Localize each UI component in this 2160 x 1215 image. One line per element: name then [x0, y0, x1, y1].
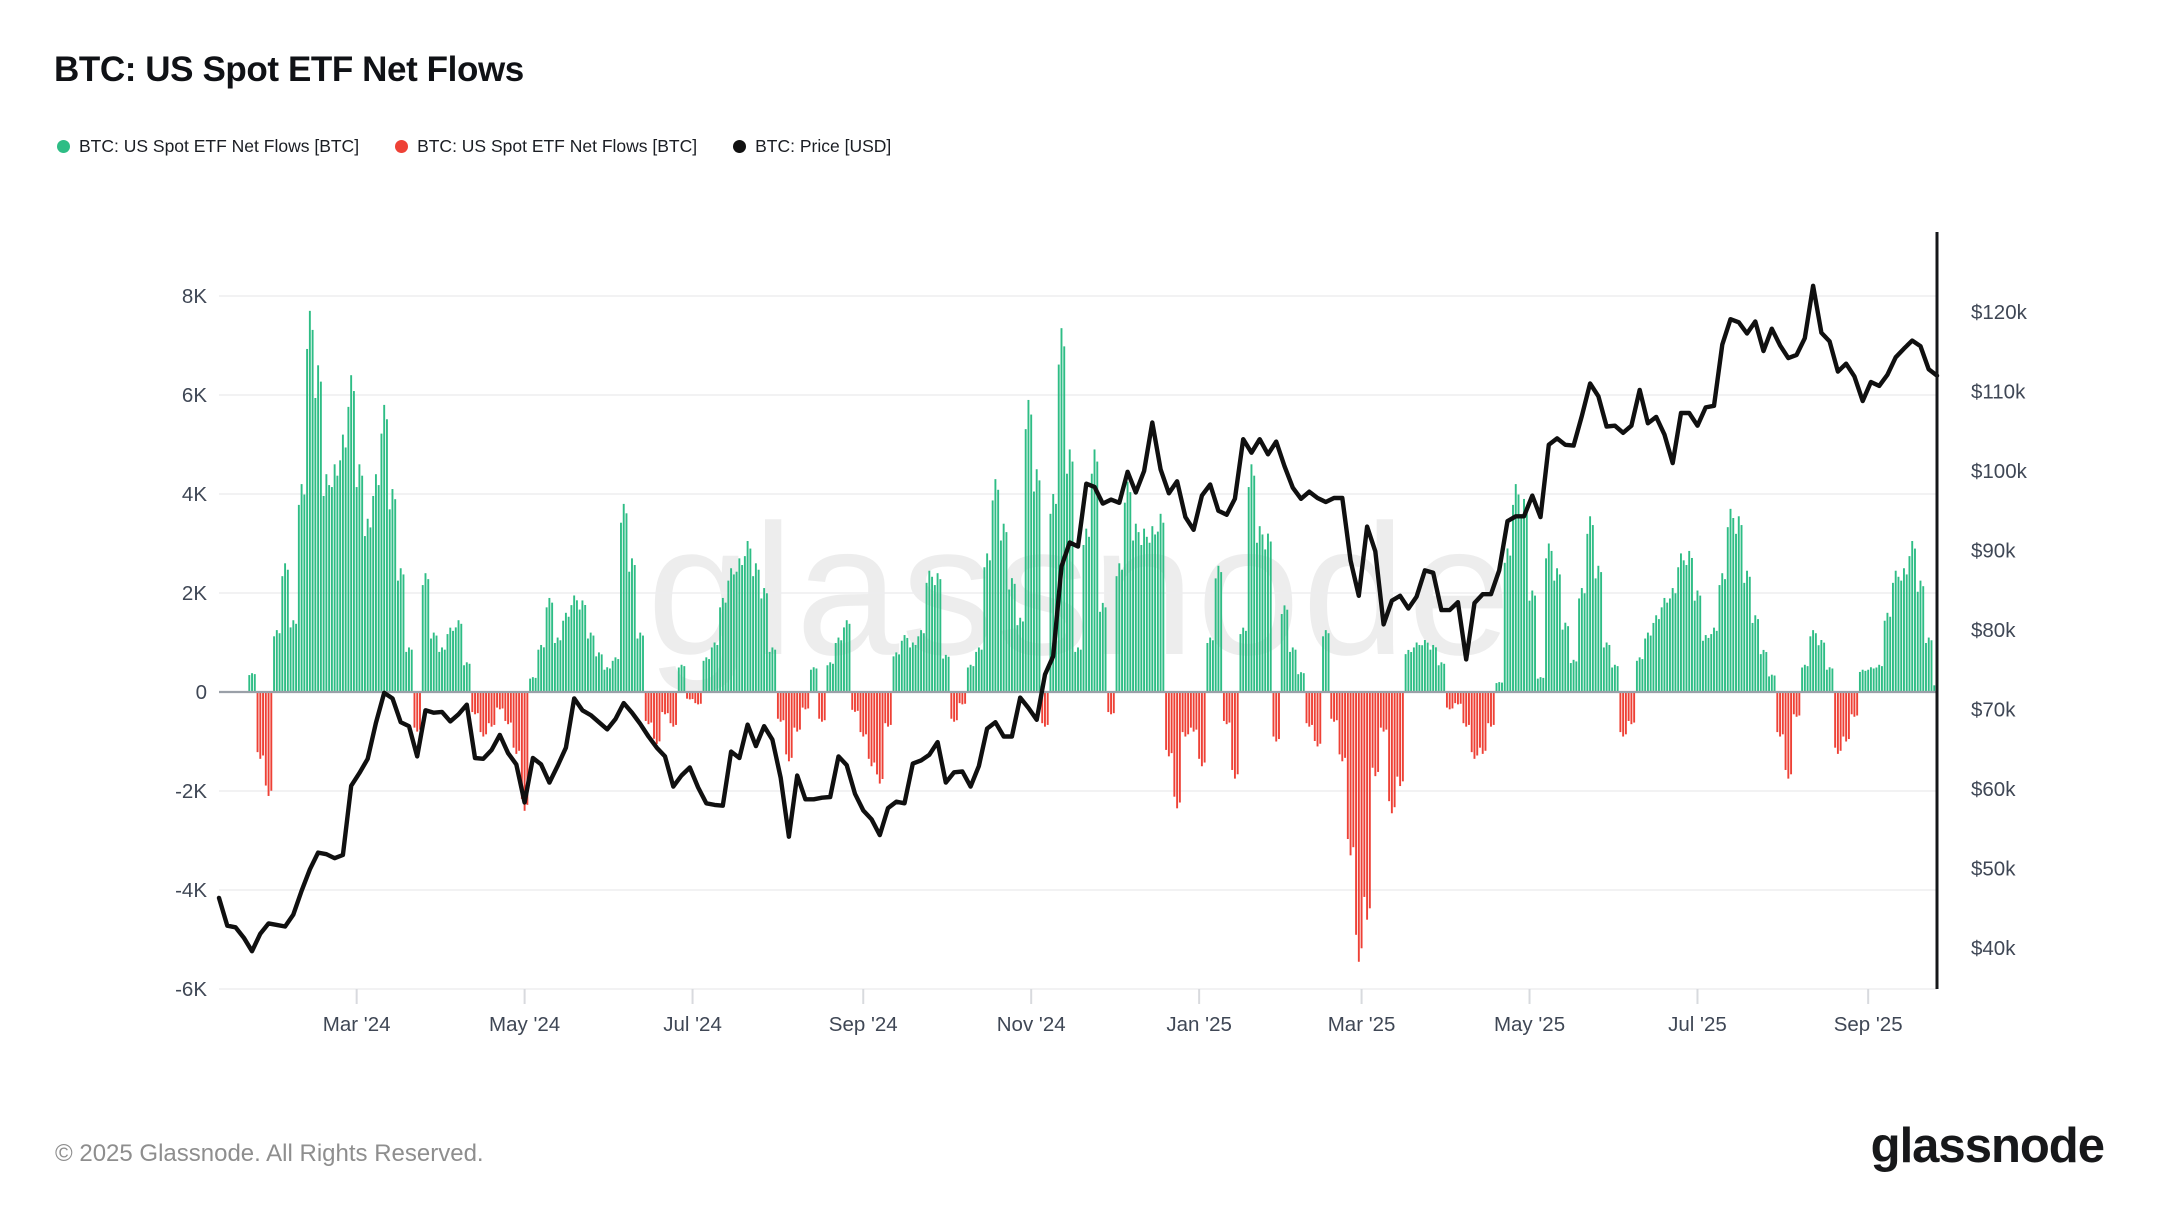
svg-text:$120k: $120k	[1971, 301, 2028, 324]
svg-text:0: 0	[196, 681, 207, 704]
svg-text:$70k: $70k	[1971, 699, 2016, 722]
svg-text:Sep '24: Sep '24	[829, 1013, 898, 1036]
left-axis-labels: 8K 6K 4K 2K 0 -2K -4K -6K	[175, 285, 207, 1001]
svg-text:-2K: -2K	[175, 780, 207, 803]
chart-legend: BTC: US Spot ETF Net Flows [BTC] BTC: US…	[57, 136, 891, 157]
x-axis-labels: Mar '24 May '24 Jul '24 Sep '24 Nov '24 Jan '…	[323, 1013, 1903, 1036]
svg-text:-6K: -6K	[175, 978, 207, 1001]
legend-item-price[interactable]: BTC: Price [USD]	[733, 136, 891, 157]
svg-text:4K: 4K	[182, 483, 207, 506]
x-axis-ticks	[355, 989, 1870, 1004]
copyright-text: © 2025 Glassnode. All Rights Reserved.	[55, 1140, 484, 1167]
svg-text:2K: 2K	[182, 582, 207, 605]
svg-text:$80k: $80k	[1971, 619, 2016, 642]
svg-text:$90k: $90k	[1971, 540, 2016, 563]
svg-text:May '25: May '25	[1494, 1013, 1565, 1036]
page-title: BTC: US Spot ETF Net Flows	[54, 50, 524, 89]
glassnode-logo: glassnode	[1870, 1119, 2105, 1173]
svg-text:Jul '24: Jul '24	[663, 1013, 722, 1036]
legend-item-label: BTC: US Spot ETF Net Flows [BTC]	[417, 136, 698, 156]
svg-text:8K: 8K	[182, 285, 207, 308]
legend-item-label: BTC: Price [USD]	[755, 136, 892, 156]
svg-text:May '24: May '24	[489, 1013, 560, 1036]
legend-item-label: BTC: US Spot ETF Net Flows [BTC]	[79, 136, 360, 156]
legend-item-netflows-inflow[interactable]: BTC: US Spot ETF Net Flows [BTC]	[57, 136, 359, 157]
gridlines	[219, 295, 1937, 990]
svg-text:$110k: $110k	[1971, 381, 2026, 404]
svg-text:$40k: $40k	[1971, 937, 2016, 960]
svg-text:Jul '25: Jul '25	[1668, 1013, 1727, 1036]
svg-text:Mar '25: Mar '25	[1328, 1013, 1396, 1036]
svg-text:$50k: $50k	[1971, 858, 2016, 881]
svg-text:$100k: $100k	[1971, 460, 2028, 483]
svg-text:Sep '25: Sep '25	[1834, 1013, 1903, 1036]
svg-text:Nov '24: Nov '24	[997, 1013, 1066, 1036]
svg-text:-4K: -4K	[175, 879, 207, 902]
right-axis-labels: $120k $110k $100k $90k $80k $70k $60k $50k $40k	[1971, 301, 2028, 960]
svg-text:6K: 6K	[182, 384, 207, 407]
inflow-series-dot-icon	[57, 140, 70, 153]
legend-item-netflows-outflow[interactable]: BTC: US Spot ETF Net Flows [BTC]	[395, 136, 697, 157]
netflow-bars[interactable]	[248, 310, 1936, 962]
svg-text:Jan '25: Jan '25	[1166, 1013, 1231, 1036]
btc-price-line	[216, 283, 1940, 954]
svg-text:Mar '24: Mar '24	[323, 1013, 391, 1036]
outflow-series-dot-icon	[395, 140, 409, 153]
svg-text:$60k: $60k	[1971, 778, 2016, 801]
price-series-dot-icon	[733, 140, 747, 153]
